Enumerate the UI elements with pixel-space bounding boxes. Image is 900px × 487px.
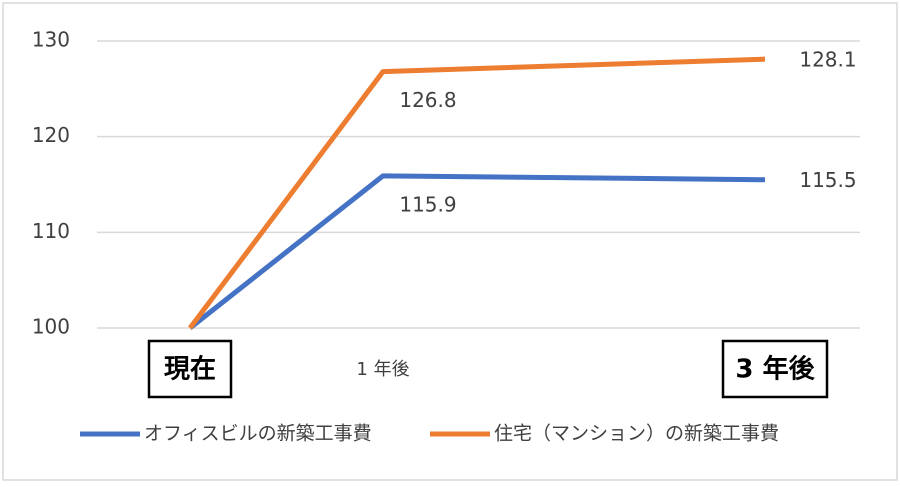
x-tick-label: 3 年後: [735, 354, 815, 385]
data-label: 128.1: [799, 48, 856, 72]
category-box: [147, 339, 233, 399]
category-box: [721, 339, 829, 399]
legend-label: 住宅（マンション）の新築工事費: [494, 423, 779, 445]
y-tick-label: 110: [32, 219, 70, 243]
chart-border: [2, 2, 898, 481]
x-tick-label: 現在: [164, 355, 216, 385]
y-tick-label: 120: [32, 123, 70, 147]
x-tick-label: 1 年後: [356, 359, 409, 380]
legend-label: オフィスビルの新築工事費: [144, 423, 372, 445]
data-label: 126.8: [399, 88, 456, 112]
y-tick-label: 130: [32, 28, 70, 52]
series-line: [188, 173, 766, 330]
series-line: [188, 56, 766, 330]
data-label: 115.9: [399, 192, 456, 216]
data-label: 115.5: [799, 168, 856, 192]
y-tick-label: 100: [32, 315, 70, 339]
